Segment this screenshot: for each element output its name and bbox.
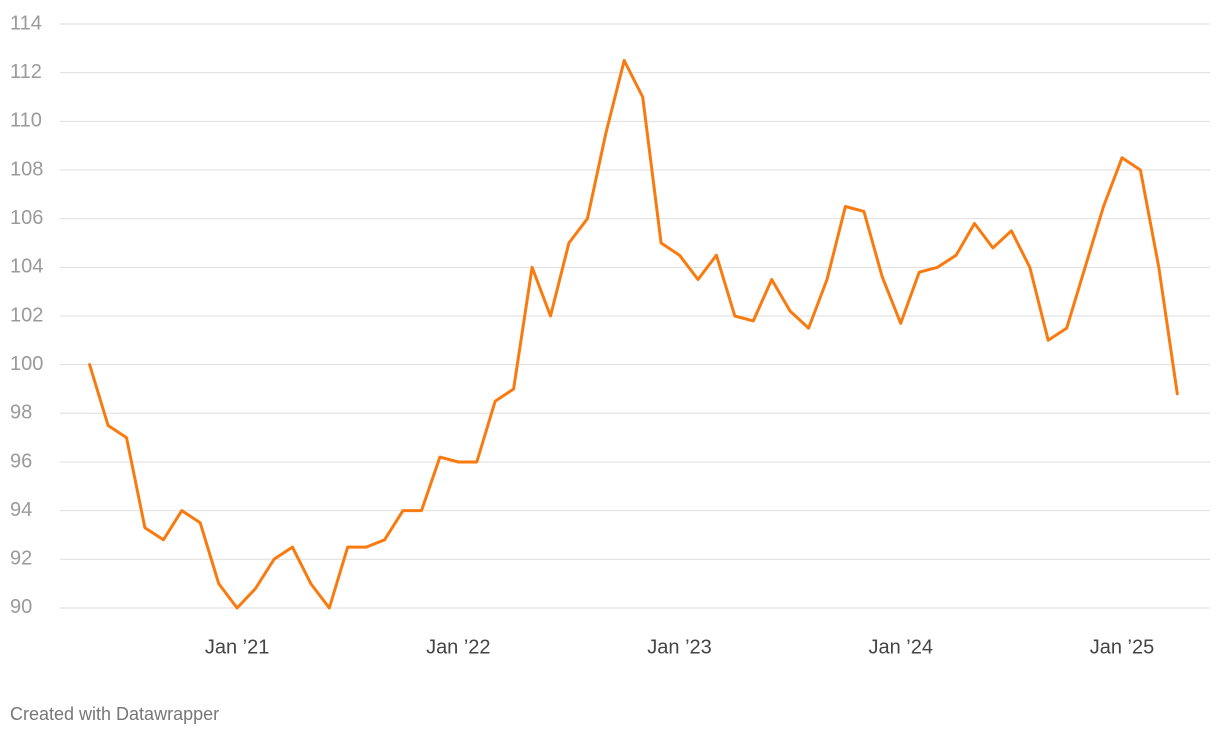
data-line (88, 59, 1179, 610)
y-tick-label: 90 (10, 596, 32, 618)
y-tick-label: 104 (10, 256, 43, 278)
y-tick-label: 98 (10, 402, 32, 424)
x-tick-label: Jan ’24 (868, 636, 933, 658)
x-tick-label: Jan ’23 (647, 636, 712, 658)
x-tick-label: Jan ’21 (205, 636, 270, 658)
y-tick-label: 106 (10, 207, 43, 229)
y-tick-label: 96 (10, 450, 32, 472)
y-tick-label: 102 (10, 304, 43, 326)
credit: Created with Datawrapper (10, 704, 219, 724)
y-tick-label: 94 (10, 499, 32, 521)
y-tick-label: 92 (10, 548, 32, 570)
y-tick-label: 100 (10, 353, 43, 375)
x-tick-label: Jan ’22 (426, 636, 491, 658)
y-tick-label: 114 (10, 12, 42, 34)
y-tick-label: 112 (10, 61, 42, 83)
y-tick-label: 108 (10, 158, 43, 180)
y-tick-label: 110 (10, 110, 42, 132)
x-tick-label: Jan ’25 (1090, 636, 1155, 658)
